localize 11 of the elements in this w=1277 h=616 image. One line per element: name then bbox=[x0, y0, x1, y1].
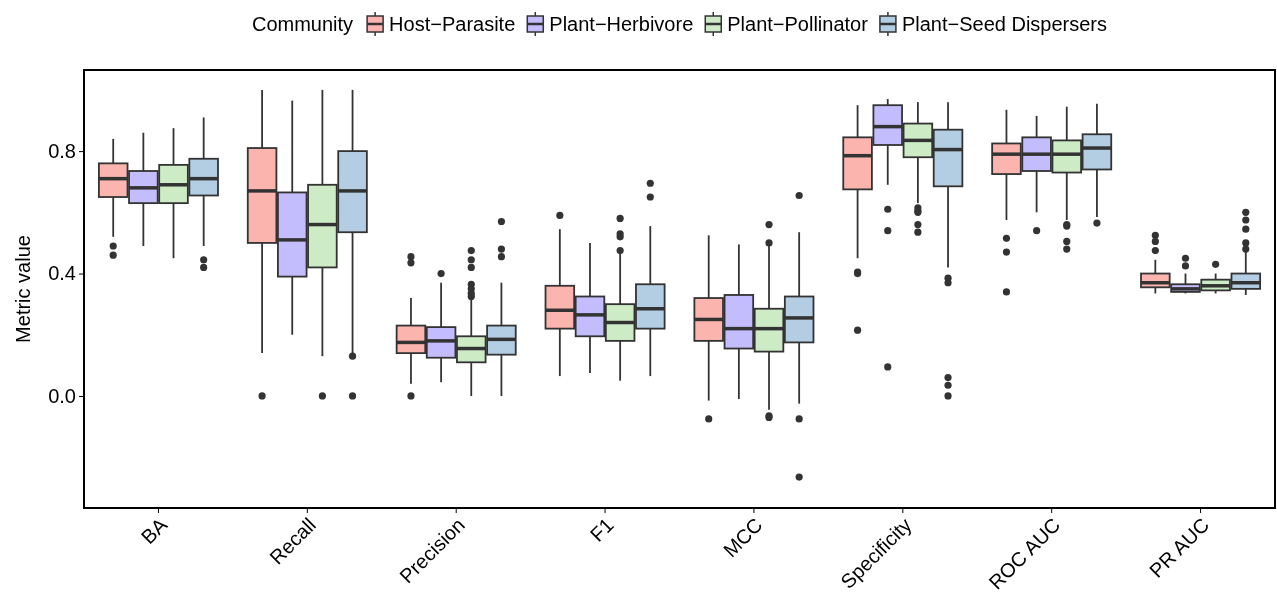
legend-label: Plant−Herbivore bbox=[549, 13, 694, 35]
y-tick-label: 0.8 bbox=[48, 140, 76, 163]
legend-label: Plant−Pollinator bbox=[727, 13, 869, 35]
y-axis-title: Metric value bbox=[12, 235, 34, 343]
legend-label: Host−Parasite bbox=[389, 13, 516, 35]
legend-title: Community bbox=[251, 13, 354, 35]
x-tick-label: F1 bbox=[585, 513, 618, 546]
x-tick-label: BA bbox=[136, 513, 172, 549]
y-tick-label: 0.4 bbox=[48, 262, 76, 285]
y-tick-label: 0.0 bbox=[48, 384, 76, 407]
legend-label: Plant−Seed Dispersers bbox=[901, 13, 1108, 35]
